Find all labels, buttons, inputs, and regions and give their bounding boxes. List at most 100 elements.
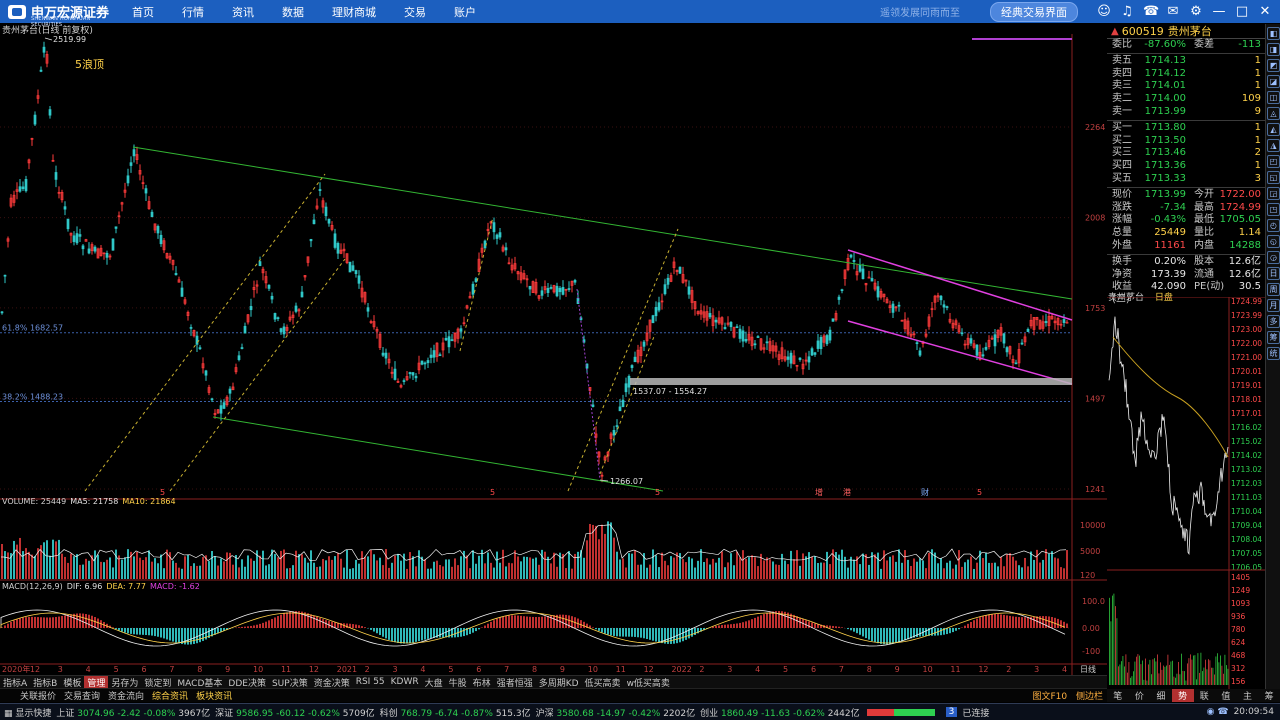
tool-icon[interactable]: ◭: [1267, 123, 1280, 136]
bid-row[interactable]: 买一 1713.80 1: [1112, 121, 1261, 133]
nav-trade[interactable]: 交易: [404, 5, 426, 19]
period-tool-button[interactable]: 月: [1267, 299, 1280, 312]
index-sz[interactable]: 深证 9586.95 -60.12 -0.62% 5709亿: [215, 708, 375, 719]
nav-wealth-mall[interactable]: 理财商城: [332, 5, 376, 19]
tool-icon[interactable]: ◧: [1267, 27, 1280, 40]
tool-icon[interactable]: ◶: [1267, 251, 1280, 264]
nav-account[interactable]: 账户: [454, 5, 476, 19]
indicator-tab[interactable]: MACD基本: [177, 678, 223, 689]
indicator-tab[interactable]: 大盘: [424, 678, 443, 689]
period-tool-button[interactable]: 多: [1267, 315, 1280, 328]
nav-home[interactable]: 首页: [132, 5, 154, 19]
tool-icon[interactable]: ◨: [1267, 43, 1280, 56]
wave-annotation: 5浪顶: [75, 57, 104, 71]
sidebar-toggle-button[interactable]: 侧边栏: [1075, 692, 1103, 702]
quote-panel: ▲ 600519 贵州茅台 委比 -87.60% 委差 -113 卖五 1714.…: [1107, 24, 1265, 305]
indicator-tab[interactable]: 多周期KD: [538, 678, 579, 689]
mini-tab[interactable]: 主: [1243, 692, 1253, 702]
index-sh[interactable]: 上证 3074.96 -2.42 -0.08% 3967亿: [56, 708, 211, 719]
chart-title: 贵州茅台(日线 前复权): [2, 26, 93, 36]
minimize-icon[interactable]: —: [1212, 4, 1226, 19]
stat-row: 总量 25449 量比 1.14: [1112, 227, 1261, 239]
headset-icon[interactable]: ☎: [1143, 4, 1160, 19]
indicator-tab[interactable]: 低买高卖: [584, 678, 621, 689]
tool-icon[interactable]: ◳: [1267, 203, 1280, 216]
period-tool-button[interactable]: 统: [1267, 347, 1280, 360]
nav-data[interactable]: 数据: [282, 5, 304, 19]
mini-tab[interactable]: 细: [1156, 692, 1166, 702]
x-axis-label: 3: [1034, 665, 1039, 674]
clock: 20:09:54: [1233, 707, 1274, 717]
bid-row[interactable]: 买四 1713.36 1: [1112, 160, 1261, 172]
restore-icon[interactable]: □: [1235, 4, 1249, 19]
info-tab[interactable]: 综合资讯: [152, 692, 189, 702]
indicator-tab[interactable]: 另存为: [111, 678, 139, 689]
indicator-tab[interactable]: 布林: [472, 678, 491, 689]
indicator-tab[interactable]: w低买高卖: [626, 678, 670, 689]
ask-row[interactable]: 卖四 1714.12 1: [1112, 67, 1261, 79]
info-tab[interactable]: 板块资讯: [196, 692, 233, 702]
indicator-tab[interactable]: 指标A: [3, 678, 28, 689]
indicator-tab[interactable]: 管理: [84, 675, 109, 689]
info-tab[interactable]: 关联报价: [20, 692, 57, 702]
tool-icon[interactable]: ◩: [1267, 59, 1280, 72]
indicator-tab[interactable]: 牛股: [448, 678, 467, 689]
indicator-tab[interactable]: 资金决策: [313, 678, 350, 689]
intraday-mini-chart[interactable]: 1724.99 1723.99 1723.00 1722.00 1721.00 1720.…: [1107, 297, 1265, 689]
indicator-tab[interactable]: 强者恒强: [496, 678, 533, 689]
indicator-tab[interactable]: KDWR: [390, 677, 419, 687]
tool-icon[interactable]: ◴: [1267, 219, 1280, 232]
shortcut-toggle[interactable]: ▦ 显示快捷: [4, 708, 52, 719]
indicator-tab[interactable]: RSI 55: [355, 677, 385, 687]
index-kc[interactable]: 科创 768.79 -6.74 -0.87% 515.3亿: [379, 708, 531, 719]
x-axis-label: 4: [420, 665, 425, 674]
period-tool-button[interactable]: 周: [1267, 283, 1280, 296]
period-tool-button[interactable]: 筹: [1267, 331, 1280, 344]
bid-row[interactable]: 买三 1713.46 2: [1112, 147, 1261, 159]
close-icon[interactable]: ✕: [1259, 4, 1271, 19]
index-hs[interactable]: 沪深 3580.68 -14.97 -0.42% 2202亿: [535, 708, 696, 719]
nav-market[interactable]: 行情: [182, 5, 204, 19]
stat-row: 涨跌 -7.34 最高 1724.99: [1112, 201, 1261, 213]
nav-news[interactable]: 资讯: [232, 5, 254, 19]
mini-tab[interactable]: 筹: [1264, 692, 1274, 702]
f10-button[interactable]: 图文F10: [1032, 692, 1068, 702]
classic-trade-button[interactable]: 经典交易界面: [990, 1, 1078, 22]
ask-row[interactable]: 卖五 1714.13 1: [1112, 54, 1261, 66]
info-tab[interactable]: 资金流向: [108, 692, 145, 702]
tool-icon[interactable]: ◱: [1267, 171, 1280, 184]
tool-icon[interactable]: ◰: [1267, 155, 1280, 168]
bid-row[interactable]: 买五 1713.33 3: [1112, 172, 1261, 184]
tool-icon[interactable]: ◫: [1267, 91, 1280, 104]
tool-icon[interactable]: ◵: [1267, 235, 1280, 248]
ask-row[interactable]: 卖一 1713.99 9: [1112, 105, 1261, 117]
indicator-tab[interactable]: SUP决策: [271, 678, 308, 689]
ask-row[interactable]: 卖三 1714.01 1: [1112, 80, 1261, 92]
settings-icon[interactable]: ⚙: [1190, 4, 1202, 19]
mini-tab[interactable]: 联: [1199, 692, 1209, 702]
index-cy[interactable]: 创业 1860.49 -11.63 -0.62% 2442亿: [700, 708, 860, 719]
mini-tab[interactable]: 笔: [1113, 692, 1123, 702]
bid-row[interactable]: 买二 1713.50 1: [1112, 134, 1261, 146]
mini-price-tick: 1722.00: [1231, 339, 1262, 348]
bell-icon[interactable]: ♫: [1121, 4, 1133, 19]
mini-tab[interactable]: 价: [1134, 692, 1144, 702]
tool-icon[interactable]: ◬: [1267, 107, 1280, 120]
msg-badge[interactable]: 3: [945, 707, 958, 717]
ask-row[interactable]: 卖二 1714.00 109: [1112, 93, 1261, 105]
mini-tab[interactable]: 势: [1171, 689, 1194, 702]
indicator-tab[interactable]: DDE决策: [228, 678, 266, 689]
tool-icon[interactable]: ◮: [1267, 139, 1280, 152]
indicator-tab[interactable]: 指标B: [33, 678, 58, 689]
period-tool-button[interactable]: 日: [1267, 267, 1280, 280]
mini-tab[interactable]: 值: [1221, 692, 1231, 702]
account-icon[interactable]: ☺: [1097, 4, 1111, 19]
tool-icon[interactable]: ◪: [1267, 75, 1280, 88]
info-tab[interactable]: 交易查询: [64, 692, 101, 702]
tool-icon[interactable]: ◲: [1267, 187, 1280, 200]
mail-icon[interactable]: ✉: [1167, 4, 1179, 19]
indicator-tab[interactable]: 锁定到: [144, 678, 172, 689]
indicator-tab[interactable]: 模板: [63, 678, 82, 689]
x-axis-label: 7: [839, 665, 844, 674]
